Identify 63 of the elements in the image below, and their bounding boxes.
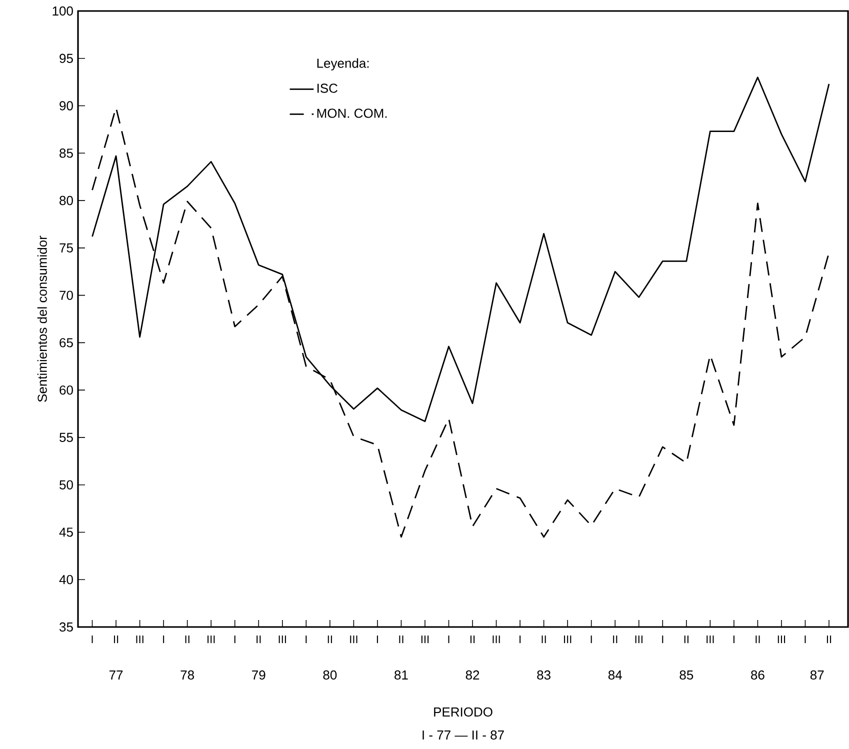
text: 78 [180,670,194,680]
x-tick-label: I [92,636,93,644]
text: 84 [608,670,622,680]
x-tick-label: II [470,636,475,644]
y-tick-label: 45 [59,528,73,537]
x-tick-label: II [399,636,404,644]
x-tick-label: III [564,636,572,644]
text: 82 [466,670,480,680]
x-tick-label: I [662,636,664,644]
x-tick-label: III [208,636,215,644]
x-tick-label: III [492,636,500,644]
x-tick-label: II [185,636,190,644]
x-tick-label: II [256,636,261,644]
y-tick-label: 80 [60,196,73,206]
x-tick-label: I [448,636,450,644]
x-tick-label: III [136,636,144,644]
x-tick-label: I [234,636,236,644]
y-tick-label: 70 [60,290,73,300]
y-tick-label: 35 [60,622,73,632]
text: 85 [680,670,694,680]
y-tick-label: 40 [59,575,73,584]
legend-label: ISC [318,84,338,93]
y-tick-label: 75 [60,243,73,252]
x-tick-label: I [733,636,734,644]
x-tick-label: III [421,636,429,644]
x-tick-label: I [804,636,806,644]
x-tick-label: II [328,636,332,644]
legend-label: MON. COM. [317,108,387,118]
y-tick-label: 90 [60,101,73,110]
x-tick-label: III [635,636,642,644]
x-tick-label: I [163,636,164,644]
y-tick-label: 95 [60,54,73,63]
text: 87 [810,670,824,680]
text: 80 [323,670,337,680]
x-axis-title: PERIODO [434,707,492,717]
y-tick-label: 65 [60,338,73,348]
x-tick-label: I [590,636,592,644]
text: I - 77 — II - 87 [422,730,504,740]
x-tick-label: II [826,636,832,644]
text: 86 [751,670,764,680]
text: 83 [537,670,550,680]
y-axis-title: Sentimientos del consumidor [37,236,47,402]
y-tick-label: 100 [52,6,73,16]
x-tick-label: III [350,636,358,644]
y-tick-label: 55 [60,432,73,442]
x-tick-label: I [306,636,307,644]
x-tick-label: II [613,636,618,644]
y-tick-label: 85 [60,148,73,158]
x-tick-label: III [278,636,286,644]
x-tick-label: II [756,636,760,644]
x-tick-label: I [376,636,378,644]
x-tick-label: II [684,636,688,644]
x-tick-label: I [520,636,521,644]
y-tick-label: 50 [60,480,73,490]
x-tick-label: II [114,636,118,644]
x-tick-label: II [542,636,546,644]
text: 79 [252,670,266,680]
text: 81 [394,670,408,680]
text: 77 [109,670,123,680]
y-tick-label: 60 [60,385,73,395]
legend-title: Leyenda: [317,58,369,70]
x-tick-label: III [706,636,714,644]
x-tick-label: III [778,636,786,644]
